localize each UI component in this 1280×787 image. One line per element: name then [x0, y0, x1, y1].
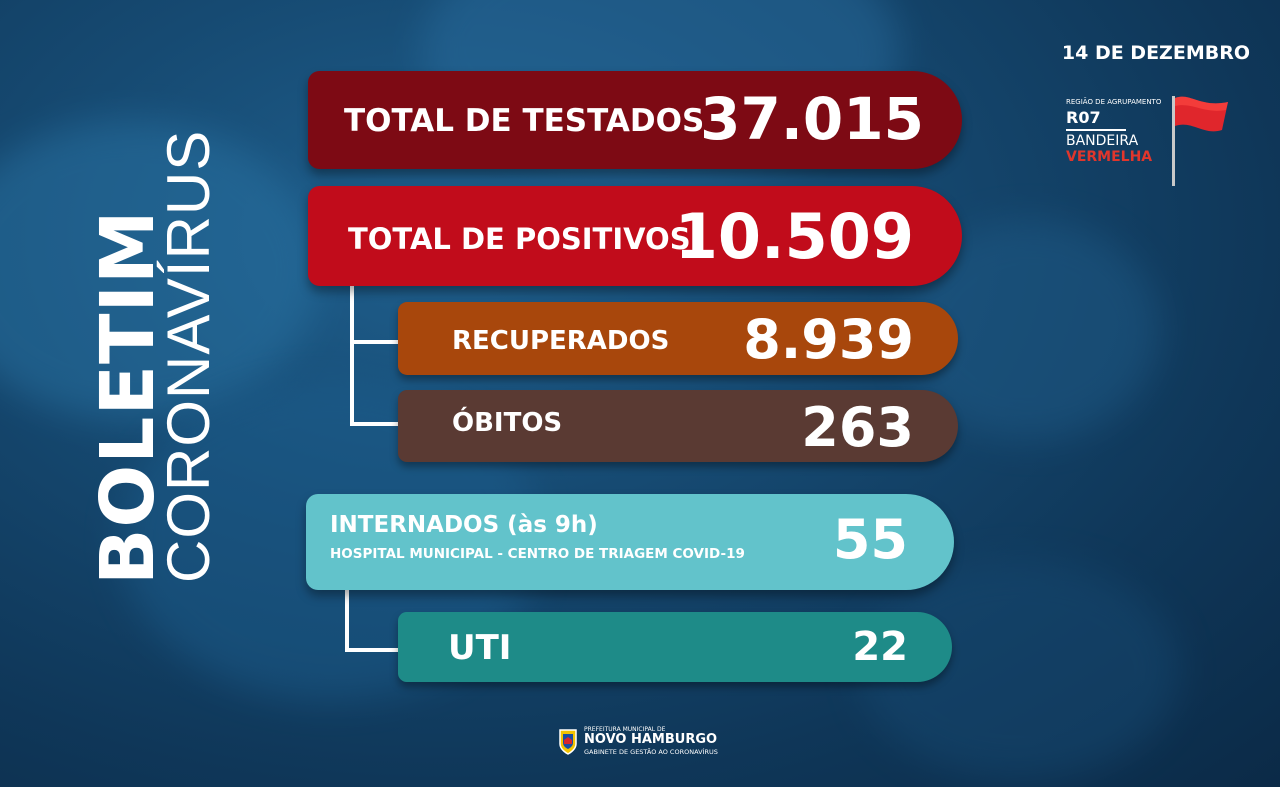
flag-line-2: VERMELHA — [1066, 149, 1153, 165]
region-code: R07 — [1066, 108, 1101, 127]
title-sub: CORONAVÍRUS — [155, 129, 222, 583]
connector-line — [350, 276, 354, 426]
background-texture — [0, 120, 320, 420]
obitos-label: ÓBITOS — [452, 408, 563, 438]
internados-bar: INTERNADOS (às 9h) HOSPITAL MUNICIPAL - … — [306, 494, 954, 590]
bulletin-title: BOLETIM CORONAVÍRUS — [85, 130, 248, 585]
total-testados-bar: TOTAL DE TESTADOS 37.015 — [308, 71, 962, 169]
connector-line — [345, 580, 349, 652]
obitos-value: 263 — [801, 396, 914, 459]
footer-prefeitura: PREFEITURA MUNICIPAL DE — [584, 726, 666, 733]
uti-bar: UTI 22 — [398, 612, 952, 682]
footer-city: NOVO HAMBURGO — [584, 732, 718, 747]
internados-label: INTERNADOS (às 9h) — [330, 512, 598, 538]
bulletin-date: 14 DE DEZEMBRO — [1061, 42, 1250, 64]
total-positivos-bar: TOTAL DE POSITIVOS 10.509 — [308, 186, 962, 286]
region-flag-badge: REGIÃO DE AGRUPAMENTO R07 BANDEIRA VERME… — [1064, 94, 1254, 194]
internados-sublabel: HOSPITAL MUNICIPAL - CENTRO DE TRIAGEM C… — [330, 546, 745, 562]
total-testados-value: 37.015 — [700, 85, 924, 153]
connector-line — [350, 422, 432, 426]
footer-gabinete: GABINETE DE GESTÃO AO CORONAVÍRUS — [584, 748, 718, 756]
flag-line-1: BANDEIRA — [1066, 133, 1139, 149]
connector-line — [345, 648, 429, 652]
prefeitura-logo: PREFEITURA MUNICIPAL DE NOVO HAMBURGO GA… — [556, 726, 756, 762]
recuperados-label: RECUPERADOS — [452, 326, 670, 356]
connector-line — [350, 340, 432, 344]
internados-value: 55 — [832, 508, 908, 571]
uti-label: UTI — [448, 628, 512, 668]
recuperados-value: 8.939 — [743, 308, 914, 371]
recuperados-bar: RECUPERADOS 8.939 — [398, 302, 958, 375]
total-positivos-label: TOTAL DE POSITIVOS — [348, 222, 691, 256]
red-flag-icon — [1172, 96, 1228, 186]
obitos-bar: ÓBITOS 263 — [398, 390, 958, 462]
region-small-label: REGIÃO DE AGRUPAMENTO — [1066, 98, 1162, 106]
divider — [1066, 129, 1126, 131]
total-positivos-value: 10.509 — [674, 200, 914, 273]
total-testados-label: TOTAL DE TESTADOS — [344, 103, 705, 139]
uti-value: 22 — [852, 624, 908, 670]
city-shield-icon — [559, 729, 577, 755]
